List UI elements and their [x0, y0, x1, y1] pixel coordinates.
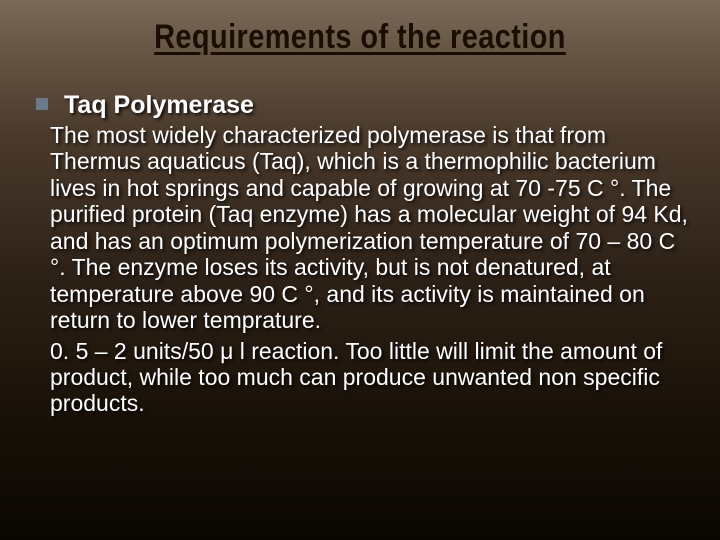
body-text: The most widely characterized polymerase… [50, 122, 690, 417]
slide-content: Taq Polymerase The most widely character… [36, 90, 690, 417]
bullet-heading: Taq Polymerase [64, 90, 254, 120]
slide-title: Requirements of the reaction [54, 18, 666, 57]
paragraph-1: The most widely characterized polymerase… [50, 122, 688, 333]
square-bullet-icon [36, 98, 48, 110]
paragraph-2: 0. 5 – 2 units/50 μ l reaction. Too litt… [50, 338, 690, 417]
bullet-item: Taq Polymerase [36, 90, 690, 120]
